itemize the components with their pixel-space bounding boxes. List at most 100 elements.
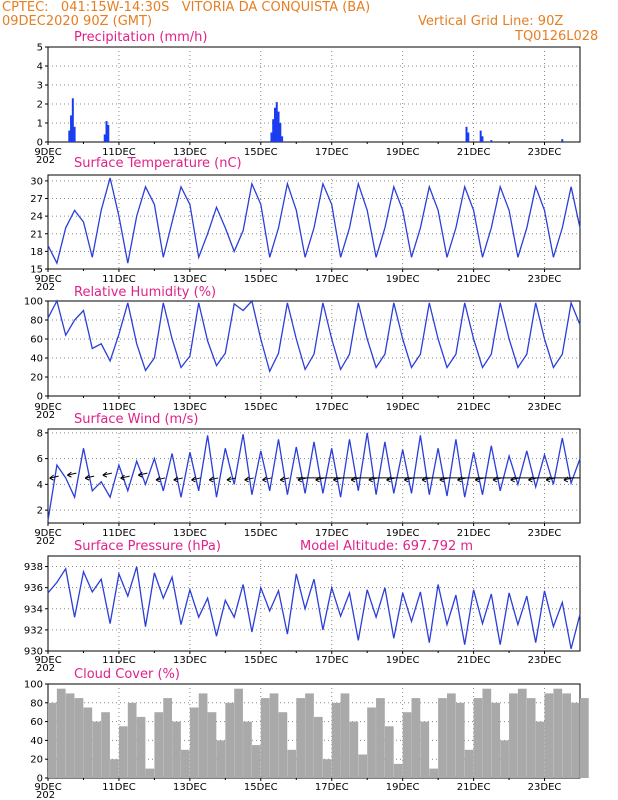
wind-arrowhead [297, 476, 303, 483]
series-line [47, 299, 581, 374]
panel-frame-2 [47, 300, 581, 397]
x-tick-label: 19DEC [386, 782, 420, 793]
precip-bar [467, 132, 470, 142]
x-tick-label: 21DEC [457, 655, 491, 666]
panel-title: Relative Humidity (%) [74, 285, 216, 300]
x-tick-label: 23DEC [528, 147, 562, 158]
x-tick-label: 23DEC [528, 528, 562, 539]
cloud-bar [482, 688, 492, 778]
cloud-bar [367, 707, 376, 778]
cloud-bar [438, 698, 447, 778]
x-tick-label: 15DEC [244, 147, 278, 158]
precip-bar [277, 111, 280, 142]
x-tick-label: 21DEC [457, 782, 491, 793]
cloud-bar [402, 712, 412, 778]
wind-vector [262, 477, 272, 481]
wind-vector [244, 477, 254, 481]
x-tick-label: 17DEC [315, 655, 349, 666]
cloud-bar [296, 698, 305, 778]
panel-title: Surface Wind (m/s) [74, 412, 198, 427]
y-tick-label: 30 [30, 176, 43, 187]
y-tick-label: 4 [37, 62, 43, 73]
wind-vector [209, 477, 219, 481]
x-tick-label: 17DEC [315, 782, 349, 793]
wind-vector [333, 477, 343, 481]
cloud-bar [517, 688, 527, 778]
x-tick-label: 15DEC [244, 274, 278, 285]
wind-vector [457, 477, 467, 481]
wind-arrowhead [120, 474, 125, 481]
panel-frame-4 [47, 555, 581, 652]
panel-frame-0 [47, 46, 581, 143]
wind-vector [155, 477, 166, 481]
y-tick-label: 8 [37, 428, 43, 439]
cloud-bar [571, 702, 580, 778]
cloud-bar [225, 702, 235, 778]
year-stub: 202 [36, 536, 55, 547]
wind-vector [67, 472, 77, 476]
wind-vector [546, 477, 556, 481]
wind-arrowhead [138, 471, 143, 478]
x-tick-label: 11DEC [102, 528, 136, 539]
cloud-bar [269, 693, 279, 778]
y-tick-label: 18 [30, 247, 43, 258]
wind-vector [439, 477, 449, 481]
y-tick-label: 0 [37, 392, 43, 403]
x-tick-label: 13DEC [173, 147, 207, 158]
year-stub: 202 [36, 155, 55, 166]
x-tick-label: 17DEC [315, 274, 349, 285]
cloud-bar [349, 721, 359, 778]
y-tick-label: 60 [30, 717, 43, 728]
series-line [47, 566, 581, 650]
cloud-bar [234, 688, 243, 778]
cloud-bar [251, 745, 261, 778]
y-tick-label: 21 [30, 229, 43, 240]
wind-vector [280, 477, 290, 481]
wind-arrowhead [421, 476, 427, 483]
panel-title: Precipitation (mm/h) [74, 30, 207, 45]
x-tick-label: 21DEC [457, 147, 491, 158]
x-tick-label: 15DEC [244, 528, 278, 539]
y-tick-label: 60 [30, 335, 43, 346]
precip-bar [275, 102, 278, 142]
y-tick-label: 2 [37, 506, 43, 517]
y-tick-label: 100 [24, 297, 43, 308]
x-tick-label: 17DEC [315, 402, 349, 413]
panel-title: Surface Temperature (nC) [74, 156, 242, 171]
y-tick-label: 80 [30, 698, 43, 709]
wind-vector [173, 477, 183, 481]
cloud-bar [287, 749, 297, 778]
series-line [47, 432, 581, 521]
year-stub: 202 [36, 410, 55, 421]
cloud-bar [172, 721, 181, 778]
x-tick-label: 23DEC [528, 402, 562, 413]
y-tick-label: 934 [24, 604, 43, 615]
wind-arrowhead [492, 476, 498, 483]
cloud-bar [189, 707, 199, 778]
wind-vector [226, 477, 237, 481]
wind-vector [350, 477, 361, 481]
y-tick-label: 936 [24, 583, 43, 594]
header-line-1: CPTEC: 041:15W-14:30S VITORIA DA CONQUIS… [2, 0, 371, 15]
wind-vector [421, 477, 432, 481]
wind-arrowhead [545, 476, 551, 483]
wind-arrowhead [208, 476, 214, 483]
x-tick-label: 21DEC [457, 402, 491, 413]
wind-arrowhead [262, 476, 267, 483]
cloud-bar [420, 721, 430, 778]
cloud-bar [429, 768, 438, 778]
cloud-bar [83, 707, 93, 778]
wind-arrowhead [84, 474, 90, 481]
precip-bar [561, 139, 564, 142]
y-tick-label: 5 [37, 43, 43, 54]
wind-vector [315, 477, 325, 481]
cloud-bar [198, 693, 208, 778]
y-tick-label: 24 [30, 212, 43, 223]
wind-arrowhead [279, 476, 285, 483]
precip-bar [270, 132, 273, 142]
header-date: 09DEC2020 90Z (GMT) [2, 14, 153, 29]
x-tick-label: 17DEC [315, 528, 349, 539]
precip-bar [68, 130, 71, 142]
cloud-bar [393, 763, 403, 778]
wind-arrowhead [244, 476, 250, 483]
